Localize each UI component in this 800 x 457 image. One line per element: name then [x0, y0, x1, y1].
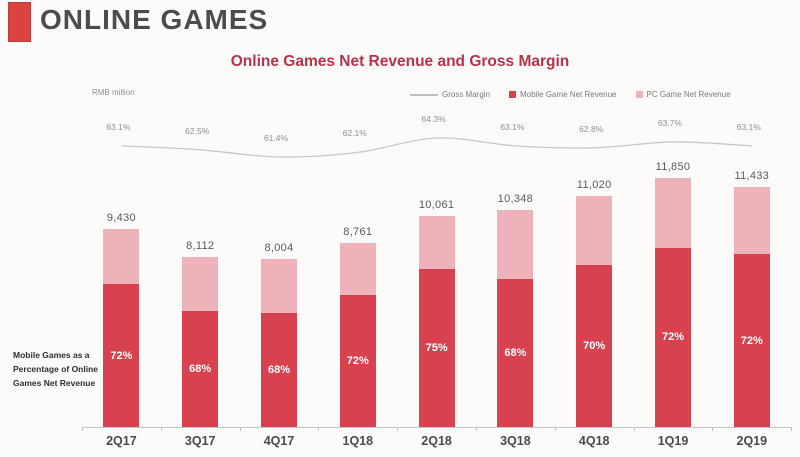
gross-margin-point-label: 63.1% — [106, 121, 131, 132]
bar-total-label: 8,761 — [343, 226, 373, 239]
chart-title: Online Games Net Revenue and Gross Margi… — [230, 53, 570, 70]
gross-margin-point-label: 62.8% — [579, 123, 604, 134]
legend-item: Gross Margin — [410, 90, 490, 99]
mobile-bar-segment: 68% — [497, 279, 534, 427]
mobile-pct-label: 72% — [346, 354, 369, 367]
x-axis-tick — [554, 427, 556, 431]
gross-margin-point-label: 63.7% — [657, 117, 683, 128]
bar-group: 72% — [733, 186, 770, 427]
pc-bar-segment — [103, 229, 140, 285]
gross-margin-point-label: 63.1% — [736, 121, 761, 132]
legend-square-swatch — [509, 91, 517, 98]
x-axis-tick — [82, 427, 83, 431]
gross-margin-point-label: 63.1% — [500, 121, 525, 132]
x-axis-label: 2Q17 — [106, 434, 137, 448]
pc-bar-segment — [339, 243, 376, 295]
bar-total-label: 10,061 — [418, 198, 455, 211]
chart-legend: Gross Margin Mobile Game Net Revenue PC Ga… — [410, 90, 731, 99]
mobile-pct-label: 75% — [425, 341, 448, 354]
mobile-pct-label: 70% — [583, 340, 606, 353]
pc-bar-segment — [261, 258, 297, 313]
x-axis-tick — [791, 427, 793, 431]
x-axis-label: 3Q17 — [184, 434, 216, 448]
legend-line-swatch — [410, 93, 438, 96]
bar-total-label: 8,112 — [186, 239, 215, 252]
bar-total-label: 11,433 — [734, 169, 770, 182]
bar-group: 68% — [182, 256, 219, 427]
mobile-bar-segment: 72% — [103, 284, 140, 427]
mobile-pct-label: 68% — [189, 363, 212, 376]
bar-group: 72% — [655, 178, 691, 427]
x-axis-label: 2Q18 — [421, 434, 452, 448]
pc-bar-segment — [497, 209, 534, 280]
bar-total-label: 11,020 — [576, 178, 612, 191]
mobile-bar-segment: 72% — [655, 247, 691, 427]
pc-bar-segment — [182, 256, 219, 312]
legend-label: Gross Margin — [442, 90, 491, 99]
bar-group: 72% — [103, 229, 140, 427]
bar-group: 70% — [576, 195, 613, 427]
x-axis-label: 3Q18 — [500, 434, 531, 448]
mobile-pct-label: 72% — [740, 334, 763, 347]
bar-group: 68% — [261, 258, 297, 427]
x-axis-tick — [397, 427, 399, 431]
mobile-bar-segment: 75% — [418, 268, 455, 427]
x-axis-tick — [633, 427, 635, 431]
bar-group: 68% — [497, 209, 534, 427]
mobile-pct-label: 68% — [267, 363, 291, 376]
bar-total-label: 11,850 — [655, 161, 691, 174]
x-axis-label: 4Q18 — [578, 434, 610, 448]
legend-label: Mobile Game Net Revenue — [520, 90, 617, 99]
legend-square-swatch — [635, 91, 643, 98]
legend-label: PC Game Net Revenue — [646, 90, 731, 99]
x-axis-tick — [160, 427, 162, 431]
axis-unit-label: RMB million — [92, 88, 135, 97]
mobile-bar-segment: 72% — [339, 294, 376, 427]
gross-margin-point-label: 62.1% — [342, 128, 367, 139]
mobile-bar-segment: 70% — [576, 265, 613, 427]
x-axis-tick — [712, 427, 714, 431]
pc-bar-segment — [418, 215, 455, 269]
page-title: ONLINE GAMES — [40, 4, 269, 35]
x-axis-tick — [476, 427, 477, 431]
header-accent-square — [8, 2, 31, 42]
bar-total-label: 9,430 — [106, 212, 136, 224]
x-axis-label: 1Q19 — [657, 434, 689, 448]
x-axis-label: 4Q17 — [263, 434, 295, 448]
mobile-bar-segment: 72% — [733, 254, 770, 427]
x-axis-tick — [239, 427, 241, 431]
bar-group: 75% — [418, 215, 455, 427]
mobile-pct-label: 72% — [110, 349, 133, 362]
x-axis-label: 1Q18 — [342, 434, 374, 448]
bar-group: 72% — [339, 243, 376, 427]
mobile-pct-label: 72% — [661, 331, 685, 344]
pc-bar-segment — [655, 178, 691, 248]
mobile-bar-segment: 68% — [261, 312, 297, 427]
bar-total-label: 8,004 — [264, 241, 294, 254]
x-axis-label: 2Q19 — [736, 434, 768, 448]
pc-bar-segment — [576, 195, 613, 266]
side-note: Mobile Games as a Percentage of Online G… — [13, 350, 99, 389]
gross-margin-point-label: 62.5% — [185, 125, 210, 136]
pc-bar-segment — [733, 186, 770, 255]
bar-total-label: 10,348 — [497, 192, 534, 205]
x-axis-line — [82, 427, 791, 428]
x-axis-tick — [318, 427, 320, 431]
legend-item: Mobile Game Net Revenue — [509, 90, 617, 99]
mobile-bar-segment: 68% — [182, 311, 219, 427]
mobile-pct-label: 68% — [504, 347, 527, 360]
legend-item: PC Game Net Revenue — [635, 90, 731, 99]
gross-margin-point-label: 61.4% — [263, 133, 289, 143]
gross-margin-point-label: 64.3% — [421, 114, 446, 124]
